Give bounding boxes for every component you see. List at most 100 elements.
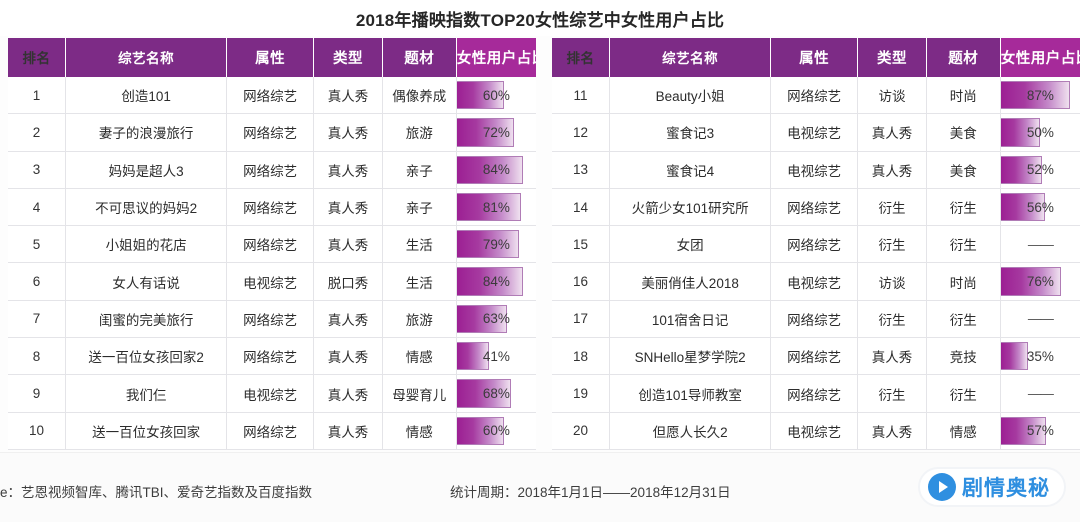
share-bar: [456, 192, 521, 222]
cell-rank: 17: [552, 300, 611, 339]
table-row: 5 小姐姐的花店 网络综艺 真人秀 生活 79%: [8, 226, 536, 264]
page-title-bar: 2018年播映指数TOP20女性综艺中女性用户占比: [0, 0, 1080, 36]
cell-type: 真人秀: [314, 412, 383, 451]
cell-female-share: 84%: [456, 151, 536, 189]
share-value-label: 81%: [482, 199, 510, 215]
share-value-label: 35%: [1026, 348, 1054, 364]
share-missing-dash: ——: [1027, 236, 1054, 252]
cell-type: 真人秀: [314, 114, 383, 152]
cell-type: 脱口秀: [314, 263, 383, 301]
cell-topic: 美食: [926, 114, 1001, 152]
cell-topic: 衍生: [926, 226, 1001, 264]
cell-female-share: 87%: [1000, 76, 1080, 115]
column-header-type: 类型: [314, 38, 383, 77]
cell-rank: 10: [8, 412, 67, 451]
column-header-name: 综艺名称: [66, 38, 228, 77]
share-value-label: 50%: [1026, 124, 1054, 140]
cell-rank: 12: [552, 114, 611, 152]
share-value-label: 41%: [482, 348, 510, 364]
cell-attribute: 网络综艺: [227, 76, 315, 115]
cell-female-share: 68%: [456, 375, 536, 413]
share-missing-dash: ——: [1027, 386, 1054, 402]
footer-period-text: 统计周期：2018年1月1日——2018年12月31日: [450, 485, 731, 500]
table-row: 1 创造101 网络综艺 真人秀 偶像养成 60%: [8, 76, 536, 115]
cell-female-share: ——: [1000, 375, 1080, 413]
share-bar: [456, 118, 514, 147]
share-bar: [1000, 192, 1046, 222]
cell-topic: 偶像养成: [382, 76, 457, 115]
table-row: 19 创造101导师教室 网络综艺 衍生 衍生 ——: [552, 375, 1080, 413]
cell-show-name: 送一百位女孩回家2: [66, 338, 228, 376]
table-header-row: 排名 综艺名称 属性 类型 题材 女性用户占比: [552, 38, 1080, 77]
share-bar: [456, 304, 507, 334]
footer: e：艺恩视频智库、腾讯TBI、爱奇艺指数及百度指数 统计周期：2018年1月1日…: [0, 452, 1080, 522]
brand-logo[interactable]: 剧情奥秘: [918, 467, 1066, 507]
cell-type: 真人秀: [314, 151, 383, 189]
cell-attribute: 电视综艺: [227, 375, 315, 413]
cell-topic: 母婴育儿: [382, 375, 457, 413]
cell-show-name: 送一百位女孩回家: [66, 412, 228, 451]
cell-rank: 1: [8, 76, 67, 115]
ranking-table-left: 排名 综艺名称 属性 类型 题材 女性用户占比 1创造101网络综艺真人秀偶像养…: [8, 38, 536, 451]
cell-type: 真人秀: [314, 188, 383, 227]
column-header-rank: 排名: [8, 38, 67, 77]
cell-rank: 16: [552, 263, 611, 301]
share-bar: [456, 155, 524, 184]
cell-attribute: 网络综艺: [227, 412, 315, 451]
table-row: 15 女团 网络综艺 衍生 衍生 ——: [552, 226, 1080, 264]
cell-rank: 19: [552, 375, 611, 413]
cell-type: 真人秀: [314, 226, 383, 264]
share-bar: [456, 267, 524, 296]
share-bar: [1000, 80, 1070, 110]
cell-female-share: 35%: [1000, 338, 1080, 376]
column-header-name: 综艺名称: [610, 38, 772, 77]
cell-female-share: 76%: [1000, 263, 1080, 301]
table-header-row: 排名 综艺名称 属性 类型 题材 女性用户占比: [8, 38, 536, 77]
table-row: 17 101宿舍日记 网络综艺 衍生 衍生 ——: [552, 300, 1080, 339]
cell-rank: 3: [8, 151, 67, 189]
cell-show-name: 我们仨: [66, 375, 228, 413]
cell-attribute: 网络综艺: [227, 300, 315, 339]
cell-type: 衍生: [858, 188, 927, 227]
share-value-label: 72%: [482, 124, 510, 140]
cell-topic: 生活: [382, 226, 457, 264]
cell-rank: 5: [8, 226, 67, 264]
cell-show-name: 但愿人长久2: [610, 412, 772, 451]
ranking-table-right: 排名 综艺名称 属性 类型 题材 女性用户占比 11Beauty小姐网络综艺访谈…: [552, 38, 1080, 451]
cell-show-name: 蜜食记4: [610, 151, 772, 189]
cell-topic: 情感: [382, 412, 457, 451]
column-header-attribute: 属性: [771, 38, 859, 77]
share-value-label: 87%: [1026, 87, 1054, 103]
column-header-female-share: 女性用户占比: [456, 38, 536, 77]
cell-topic: 旅游: [382, 114, 457, 152]
cell-show-name: 闺蜜的完美旅行: [66, 300, 228, 339]
cell-show-name: Beauty小姐: [610, 76, 772, 115]
cell-topic: 生活: [382, 263, 457, 301]
table-row: 18 SNHello星梦学院2 网络综艺 真人秀 竞技 35%: [552, 338, 1080, 376]
share-value-label: 52%: [1026, 162, 1054, 178]
column-header-topic: 题材: [382, 38, 457, 77]
column-header-topic: 题材: [926, 38, 1001, 77]
share-value-label: 76%: [1026, 274, 1054, 290]
cell-female-share: 41%: [456, 338, 536, 376]
cell-type: 真人秀: [858, 412, 927, 451]
cell-topic: 时尚: [926, 263, 1001, 301]
cell-topic: 美食: [926, 151, 1001, 189]
table-row: 20 但愿人长久2 电视综艺 真人秀 情感 57%: [552, 412, 1080, 451]
table-row: 8 送一百位女孩回家2 网络综艺 真人秀 情感 41%: [8, 338, 536, 376]
cell-topic: 亲子: [382, 151, 457, 189]
cell-attribute: 网络综艺: [771, 375, 859, 413]
table-row: 6 女人有话说 电视综艺 脱口秀 生活 84%: [8, 263, 536, 301]
cell-rank: 18: [552, 338, 611, 376]
table-row: 7 闺蜜的完美旅行 网络综艺 真人秀 旅游 63%: [8, 300, 536, 339]
cell-attribute: 网络综艺: [771, 300, 859, 339]
column-header-type: 类型: [858, 38, 927, 77]
cell-attribute: 电视综艺: [771, 114, 859, 152]
cell-attribute: 电视综艺: [227, 263, 315, 301]
share-value-label: 63%: [482, 311, 510, 327]
cell-type: 访谈: [858, 76, 927, 115]
cell-female-share: 81%: [456, 188, 536, 227]
cell-show-name: 火箭少女101研究所: [610, 188, 772, 227]
cell-female-share: 79%: [456, 226, 536, 264]
cell-topic: 衍生: [926, 300, 1001, 339]
